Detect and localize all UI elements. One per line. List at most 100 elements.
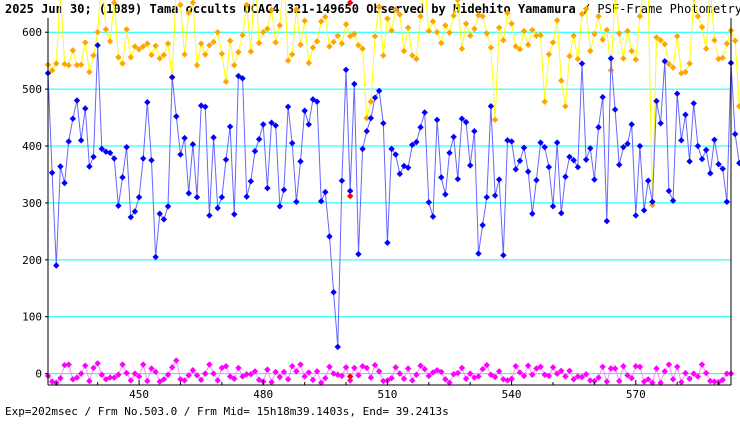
data-point: [119, 361, 126, 368]
data-point: [106, 149, 114, 157]
data-point: [587, 145, 594, 152]
data-point: [632, 212, 639, 219]
data-point: [524, 168, 532, 175]
data-point: [665, 60, 673, 68]
data-point: [686, 375, 693, 382]
data-point: [392, 6, 399, 13]
data-point: [371, 361, 379, 369]
data-point: [243, 1, 250, 9]
data-point: [731, 37, 739, 44]
data-point: [549, 203, 557, 210]
data-point: [495, 176, 503, 183]
data-point: [640, 378, 648, 385]
data-point: [450, 12, 457, 19]
data-point: [185, 9, 192, 17]
data-point: [454, 175, 461, 183]
data-point: [206, 212, 213, 219]
data-point: [135, 194, 143, 201]
data-point: [152, 42, 159, 50]
data-point: [351, 80, 358, 88]
data-point: [375, 3, 383, 10]
data-point: [181, 134, 188, 142]
data-point: [694, 142, 702, 150]
data-point: [624, 140, 631, 147]
data-point: [483, 194, 490, 201]
data-point: [197, 376, 205, 384]
data-point: [156, 378, 163, 385]
data-point: [77, 61, 85, 68]
data-point: [628, 47, 635, 55]
data-point: [330, 289, 337, 296]
x-tick-label: 480: [253, 388, 273, 401]
data-point: [438, 39, 445, 47]
data-point: [682, 369, 689, 377]
data-point: [719, 376, 726, 384]
data-point: [508, 138, 515, 145]
data-point: [214, 377, 221, 384]
data-point: [148, 51, 155, 59]
data-point: [438, 174, 445, 181]
x-tick-label: 510: [377, 388, 397, 401]
data-point: [409, 141, 416, 149]
data-point: [301, 107, 308, 114]
data-point: [686, 158, 693, 165]
data-point: [413, 55, 420, 63]
data-point: [77, 370, 85, 377]
data-point: [574, 163, 582, 171]
data-point: [500, 36, 507, 44]
data-point: [177, 151, 184, 158]
highlight-point: [346, 192, 354, 200]
data-point: [603, 26, 611, 34]
data-point: [425, 372, 433, 380]
data-point: [235, 364, 242, 372]
data-point: [272, 122, 279, 129]
data-point: [342, 21, 350, 28]
data-point: [384, 15, 391, 22]
data-point: [123, 26, 130, 33]
data-point: [429, 213, 437, 220]
data-point: [562, 373, 569, 380]
data-point: [289, 51, 296, 58]
data-point: [553, 17, 561, 24]
data-point: [649, 198, 656, 205]
data-point: [226, 37, 234, 44]
data-point: [214, 29, 221, 36]
data-point: [193, 372, 201, 379]
data-point: [168, 73, 176, 81]
y-tick-label: 500: [22, 83, 42, 96]
data-point: [168, 364, 176, 371]
data-point: [549, 364, 557, 371]
data-point: [533, 32, 540, 39]
data-point: [653, 34, 660, 41]
data-point: [289, 363, 296, 370]
data-point: [471, 128, 478, 135]
data-point: [392, 151, 399, 158]
data-point: [173, 357, 180, 364]
data-point: [611, 106, 619, 113]
data-point: [711, 378, 718, 385]
data-point: [500, 252, 507, 259]
data-point: [48, 67, 56, 74]
data-point: [351, 364, 358, 372]
data-point: [247, 178, 255, 185]
data-point: [338, 40, 346, 47]
data-point: [673, 33, 681, 40]
data-point: [351, 30, 358, 38]
data-point: [624, 27, 631, 35]
data-point: [524, 41, 532, 48]
data-point: [218, 50, 226, 58]
data-point: [73, 97, 81, 104]
data-point: [657, 36, 664, 44]
data-point: [309, 44, 317, 51]
data-point: [264, 184, 271, 192]
data-point: [231, 375, 238, 382]
data-point: [462, 20, 470, 27]
data-point: [582, 5, 590, 13]
data-point: [226, 123, 234, 130]
data-point: [491, 373, 499, 381]
data-point: [380, 52, 387, 59]
data-point: [686, 60, 693, 67]
data-point: [454, 369, 461, 377]
data-point: [653, 97, 660, 105]
data-point: [537, 363, 544, 370]
